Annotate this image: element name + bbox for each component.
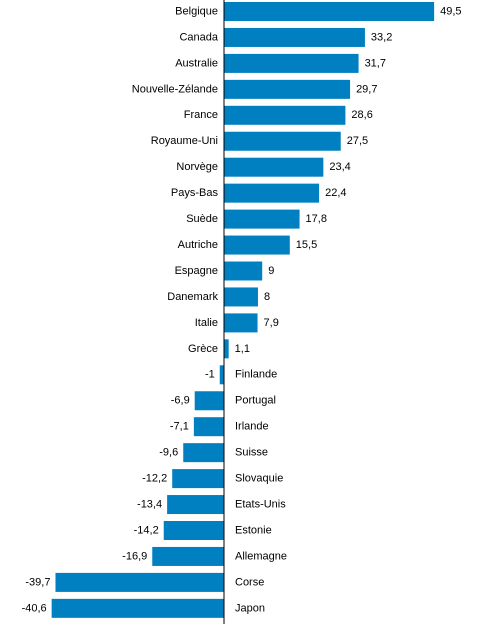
bar-etats-unis (167, 495, 224, 515)
value-label-canada: 33,2 (371, 31, 392, 43)
bar-autriche (224, 235, 290, 255)
bar-australie (224, 53, 359, 73)
value-label-slovaquie: -12,2 (142, 473, 167, 485)
category-label-danemark: Danemark (167, 291, 218, 303)
bar-estonie (163, 521, 224, 540)
bar-norvege (224, 157, 324, 177)
value-label-grece: 1,1 (235, 343, 250, 355)
bar-espagne (224, 261, 263, 281)
category-label-pays-bas: Pays-Bas (171, 187, 219, 199)
category-label-slovaquie: Slovaquie (235, 473, 283, 485)
value-label-japon: -40,6 (22, 602, 47, 614)
value-label-finlande: -1 (205, 369, 215, 381)
bar-allemagne (152, 546, 224, 566)
category-label-royaume-uni: Royaume-Uni (151, 135, 218, 147)
category-label-suisse: Suisse (235, 447, 268, 459)
value-label-irlande: -7,1 (170, 421, 189, 433)
value-labels-group: 49,5 33,2 31,7 29,7 28,6 27,5 23,4 22,4 17,8 15,5… (22, 5, 462, 614)
category-label-belgique: Belgique (175, 5, 218, 17)
value-label-autriche: 15,5 (296, 239, 317, 251)
value-label-danemark: 8 (264, 291, 270, 303)
category-label-japon: Japon (235, 602, 265, 614)
category-label-nouvelle-zelande: Nouvelle-Zélande (132, 83, 218, 95)
bar-slovaquie (172, 469, 224, 489)
bar-corse (55, 572, 225, 592)
category-label-finlande: Finlande (235, 369, 277, 381)
value-label-belgique: 49,5 (440, 5, 461, 17)
bar-nouvelle-zelande (224, 79, 351, 99)
value-label-suisse: -9,6 (159, 447, 178, 459)
category-label-italie: Italie (195, 317, 218, 329)
category-label-canada: Canada (179, 31, 218, 43)
category-label-etats-unis: Etats-Unis (235, 498, 286, 510)
category-label-australie: Australie (175, 57, 218, 69)
category-label-corse: Corse (235, 576, 264, 588)
bar-royaume-uni (224, 131, 341, 151)
category-labels-group: Belgique Canada Australie Nouvelle-Zélande F… (132, 5, 287, 614)
category-label-estonie: Estonie (235, 524, 272, 536)
value-label-portugal: -6,9 (171, 395, 190, 407)
bar-pays-bas (224, 183, 320, 203)
value-label-pays-bas: 22,4 (325, 187, 346, 199)
category-label-suede: Suède (186, 213, 218, 225)
category-label-grece: Grèce (188, 343, 218, 355)
category-label-portugal: Portugal (235, 395, 276, 407)
value-label-etats-unis: -13,4 (137, 498, 162, 510)
category-label-norvege: Norvège (176, 161, 218, 173)
category-label-autriche: Autriche (178, 239, 218, 251)
bar-portugal (194, 391, 224, 411)
bar-japon (51, 598, 224, 618)
bar-irlande (193, 417, 224, 437)
value-label-italie: 7,9 (264, 317, 279, 329)
category-label-allemagne: Allemagne (235, 550, 287, 562)
bar-grece (224, 339, 229, 359)
value-label-corse: -39,7 (25, 576, 50, 588)
bar-suisse (183, 443, 224, 463)
bar-suede (224, 209, 300, 229)
bar-finlande (219, 365, 224, 385)
value-label-espagne: 9 (268, 265, 274, 277)
value-label-nouvelle-zelande: 29,7 (356, 83, 377, 95)
category-label-france: France (184, 109, 218, 121)
value-label-estonie: -14,2 (134, 524, 159, 536)
bar-canada (224, 27, 365, 47)
bars-group (51, 2, 435, 618)
value-label-allemagne: -16,9 (122, 550, 147, 562)
category-label-espagne: Espagne (175, 265, 218, 277)
bar-danemark (224, 287, 258, 307)
value-label-royaume-uni: 27,5 (347, 135, 368, 147)
bar-belgique (224, 2, 435, 21)
value-label-australie: 31,7 (365, 57, 386, 69)
bar-italie (224, 313, 258, 333)
value-label-norvege: 23,4 (329, 161, 350, 173)
category-label-irlande: Irlande (235, 421, 269, 433)
bar-france (224, 105, 346, 125)
value-label-france: 28,6 (351, 109, 372, 121)
value-label-suede: 17,8 (306, 213, 327, 225)
